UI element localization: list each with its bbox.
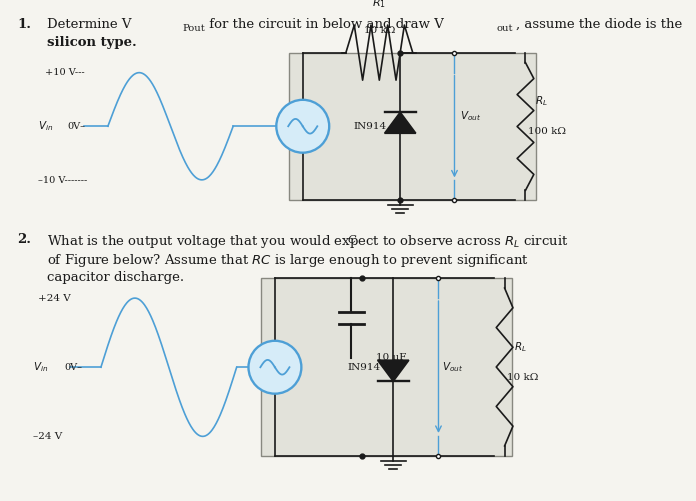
Polygon shape [385,112,416,133]
Circle shape [248,341,301,394]
Text: +24 V: +24 V [38,294,71,303]
Text: for the circuit in below and draw V: for the circuit in below and draw V [205,18,444,31]
Text: +10 V---: +10 V--- [45,68,85,77]
Text: C: C [347,235,356,245]
FancyBboxPatch shape [289,53,536,200]
Circle shape [276,100,329,153]
Text: out: out [497,24,514,33]
Text: 0V–: 0V– [68,122,86,131]
Text: Pout: Pout [182,24,205,33]
Text: Determine V: Determine V [47,18,132,31]
Text: $R_1$: $R_1$ [372,0,386,10]
Text: –10 V-------: –10 V------- [38,176,88,185]
Text: silicon type.: silicon type. [47,36,137,49]
Text: of Figure below? Assume that $RC$ is large enough to prevent significant: of Figure below? Assume that $RC$ is lar… [47,252,529,269]
Polygon shape [378,360,409,381]
Text: 0V–: 0V– [65,363,83,372]
Text: , assume the diode is the: , assume the diode is the [516,18,683,31]
Text: 1.: 1. [17,18,31,31]
Text: $V_{out}$: $V_{out}$ [442,360,463,374]
Text: $R_L$: $R_L$ [514,340,526,354]
Text: $R_L$: $R_L$ [535,95,547,108]
Text: $V_{out}$: $V_{out}$ [460,110,481,123]
Text: What is the output voltage that you would expect to observe across $R_L$ circuit: What is the output voltage that you woul… [47,233,569,250]
FancyBboxPatch shape [261,278,512,456]
Text: capacitor discharge.: capacitor discharge. [47,271,184,284]
Text: –24 V: –24 V [33,432,63,441]
Text: 100 kΩ: 100 kΩ [528,127,566,136]
Text: 10 kΩ: 10 kΩ [507,373,538,381]
Text: $V_{in}$: $V_{in}$ [33,360,49,374]
Text: 10 μF: 10 μF [376,353,406,362]
Text: IN914: IN914 [353,122,386,131]
Text: 10 kΩ: 10 kΩ [363,26,395,35]
Text: IN914: IN914 [347,363,381,372]
Text: $V_{in}$: $V_{in}$ [38,119,54,133]
Text: 2.: 2. [17,233,31,246]
